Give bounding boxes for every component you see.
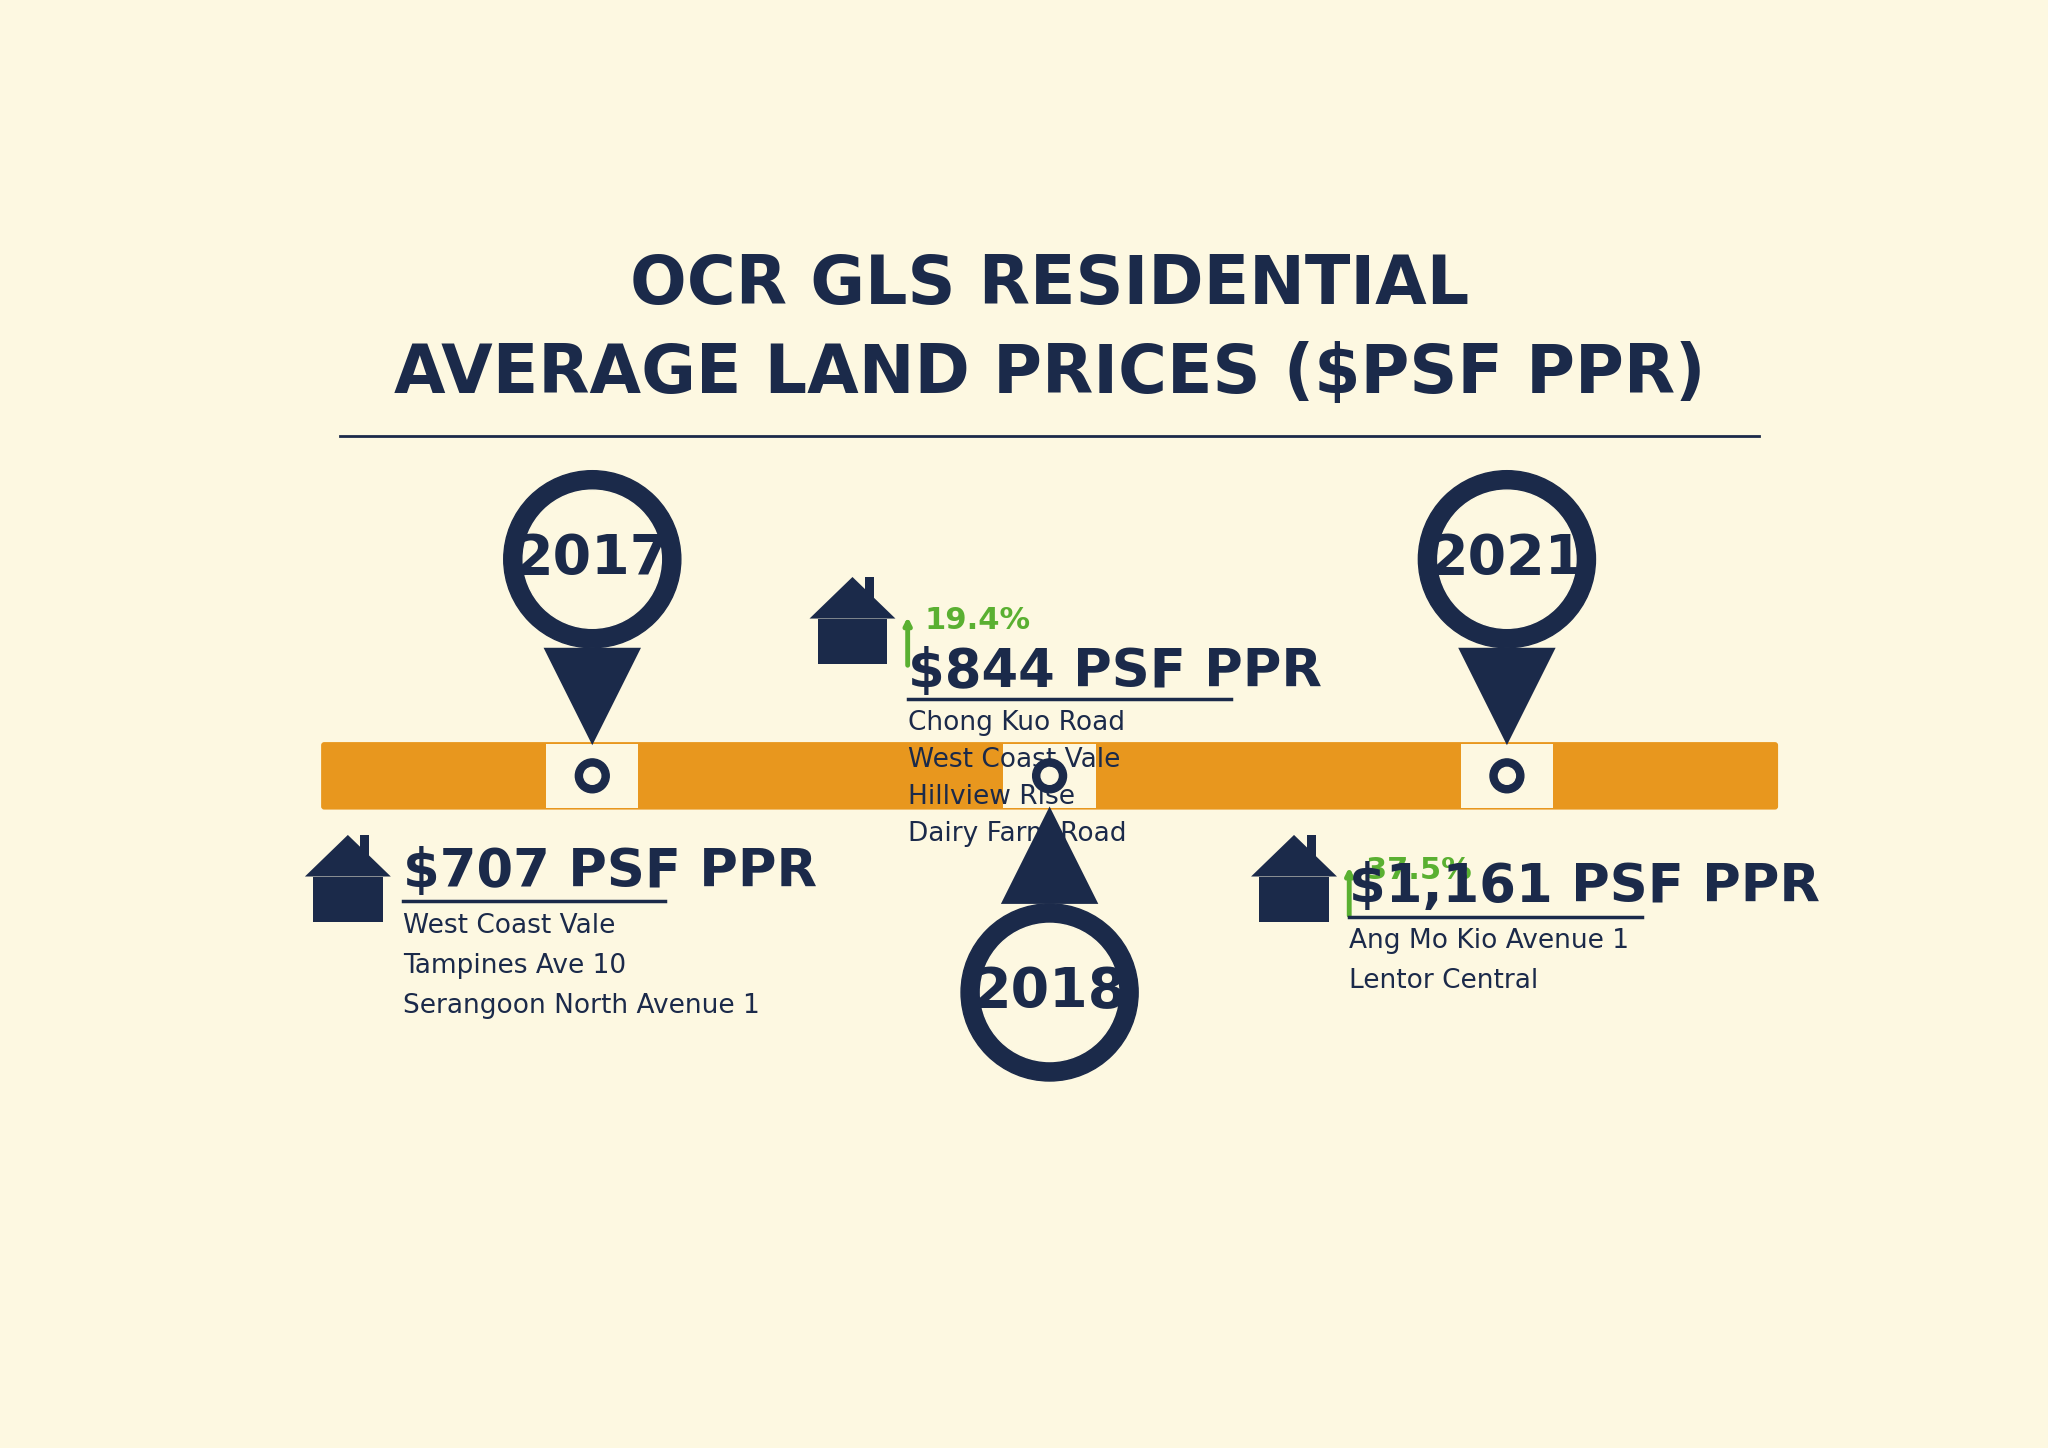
FancyBboxPatch shape (313, 876, 383, 921)
FancyBboxPatch shape (322, 741, 1778, 809)
Text: Dairy Farm Road: Dairy Farm Road (907, 821, 1126, 847)
Polygon shape (1458, 647, 1556, 746)
Text: OCR GLS RESIDENTIAL: OCR GLS RESIDENTIAL (631, 252, 1468, 319)
FancyBboxPatch shape (1307, 835, 1315, 864)
Text: Hillview Rise: Hillview Rise (907, 785, 1075, 811)
Circle shape (1491, 759, 1524, 792)
Circle shape (584, 767, 600, 785)
FancyBboxPatch shape (360, 835, 369, 864)
Circle shape (1499, 767, 1516, 785)
Polygon shape (305, 835, 391, 876)
Polygon shape (809, 576, 895, 618)
Circle shape (575, 759, 608, 792)
Text: 37.5%: 37.5% (1366, 856, 1473, 885)
Text: $844 PSF PPR: $844 PSF PPR (907, 646, 1321, 698)
Text: $1,161 PSF PPR: $1,161 PSF PPR (1350, 862, 1821, 914)
Polygon shape (543, 647, 641, 746)
FancyBboxPatch shape (817, 618, 887, 663)
Circle shape (961, 904, 1139, 1082)
FancyBboxPatch shape (864, 576, 874, 607)
Text: $707 PSF PPR: $707 PSF PPR (403, 846, 817, 898)
Text: AVERAGE LAND PRICES ($PSF PPR): AVERAGE LAND PRICES ($PSF PPR) (393, 342, 1706, 407)
Text: 2021: 2021 (1430, 533, 1583, 586)
FancyBboxPatch shape (1260, 876, 1329, 921)
Text: West Coast Vale: West Coast Vale (907, 747, 1120, 773)
Text: Chong Kuo Road: Chong Kuo Road (907, 711, 1124, 737)
FancyBboxPatch shape (1460, 744, 1552, 808)
Circle shape (1040, 767, 1059, 785)
Circle shape (522, 491, 662, 628)
Text: Serangoon North Avenue 1: Serangoon North Avenue 1 (403, 993, 760, 1019)
Text: Lentor Central: Lentor Central (1350, 969, 1538, 995)
Text: 2018: 2018 (973, 966, 1126, 1019)
Circle shape (1438, 491, 1577, 628)
Text: Ang Mo Kio Avenue 1: Ang Mo Kio Avenue 1 (1350, 928, 1630, 954)
Text: Tampines Ave 10: Tampines Ave 10 (403, 953, 627, 979)
FancyBboxPatch shape (1004, 744, 1096, 808)
Circle shape (504, 471, 680, 647)
Text: 2017: 2017 (516, 533, 670, 586)
FancyBboxPatch shape (547, 744, 639, 808)
Polygon shape (1251, 835, 1337, 876)
Polygon shape (1001, 807, 1098, 904)
Circle shape (981, 924, 1118, 1061)
Circle shape (1032, 759, 1067, 792)
Text: West Coast Vale: West Coast Vale (403, 914, 614, 938)
Circle shape (1419, 471, 1595, 647)
Text: 19.4%: 19.4% (924, 605, 1030, 634)
